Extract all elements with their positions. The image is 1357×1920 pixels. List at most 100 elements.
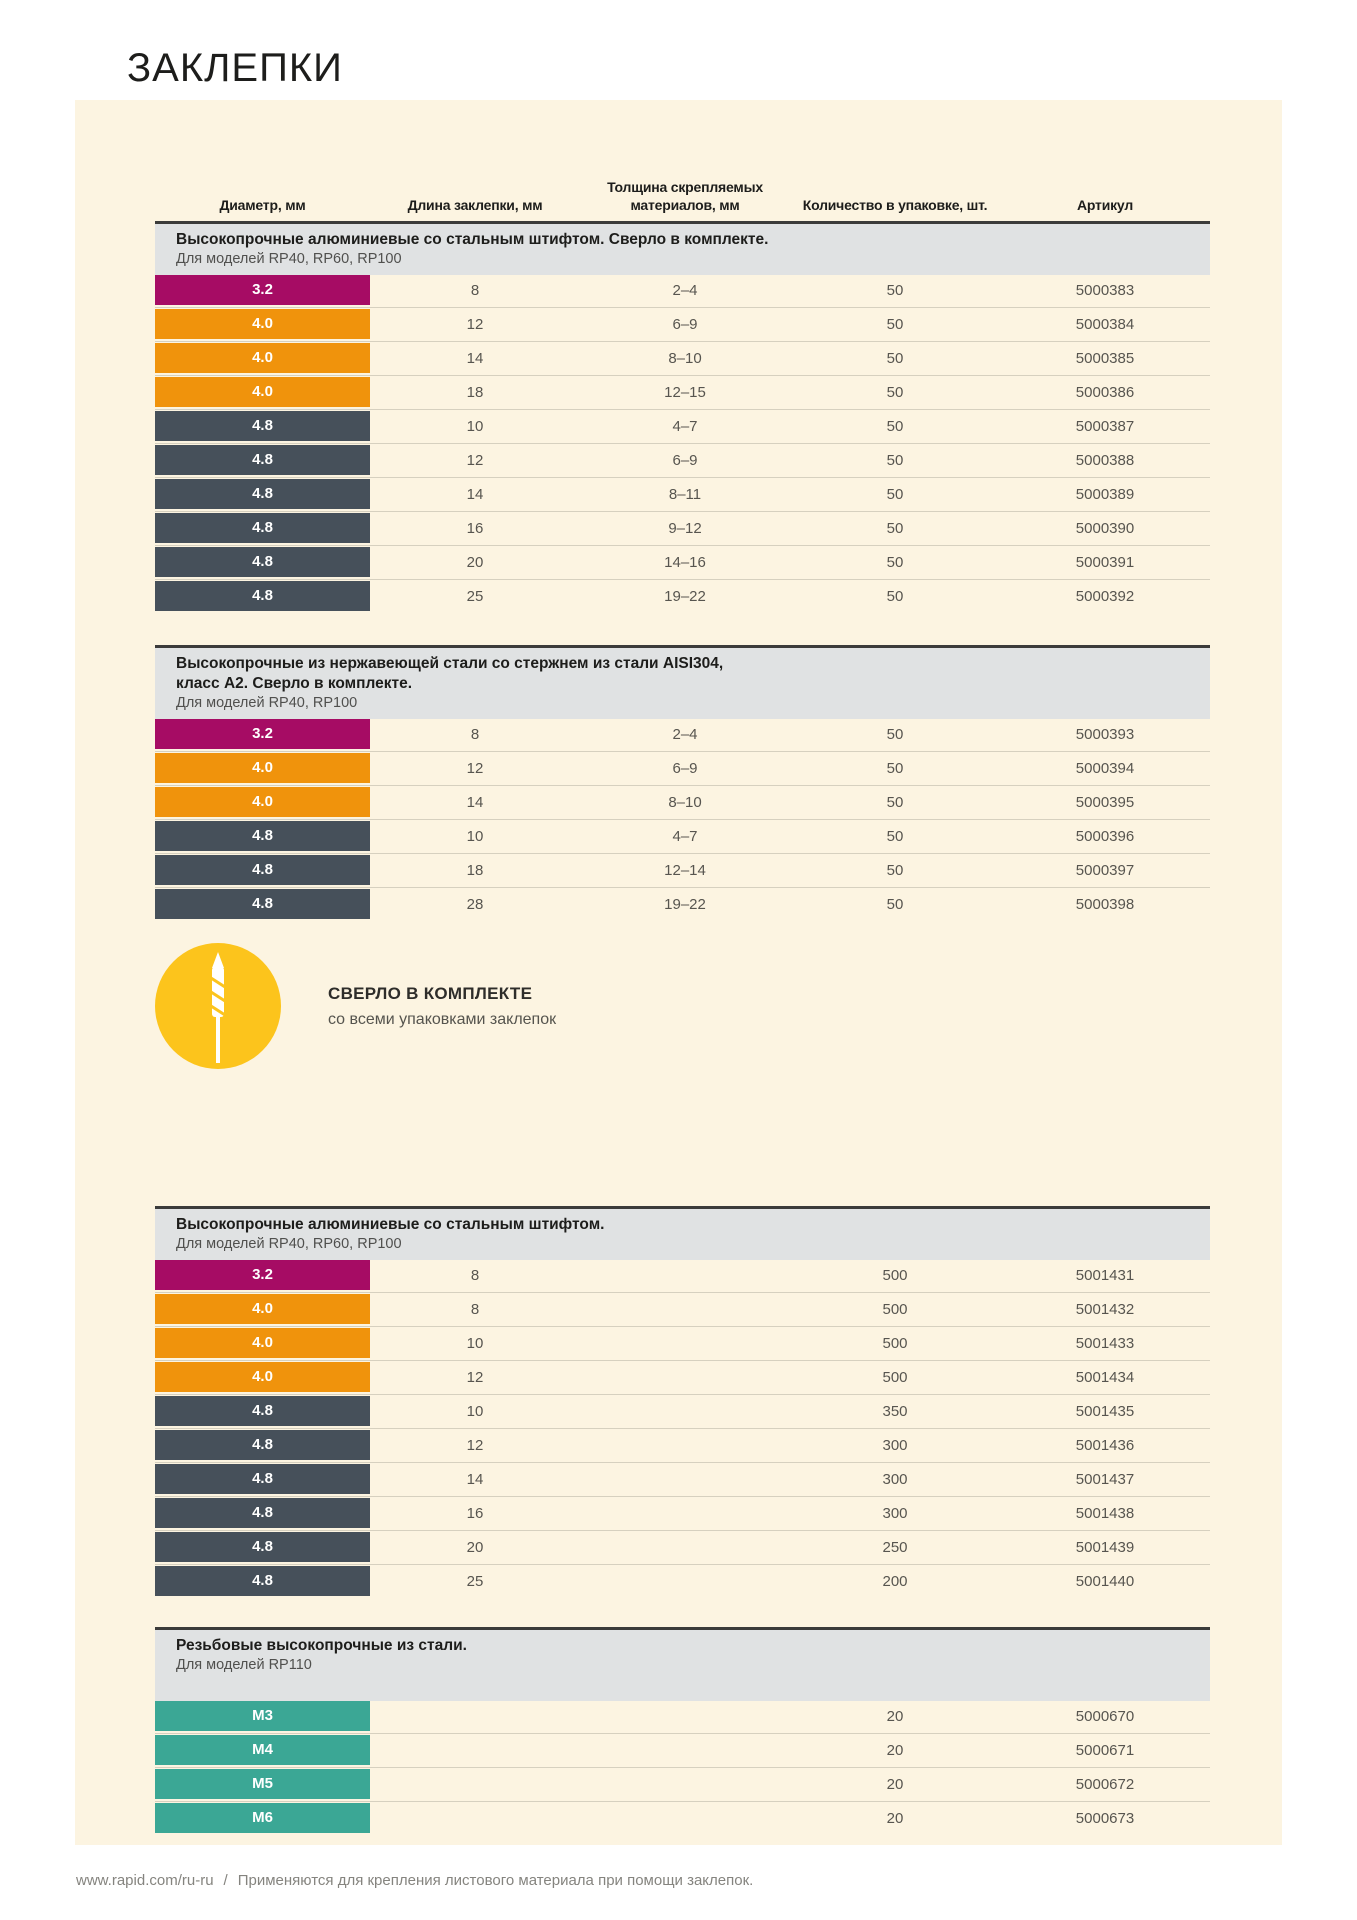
drill-badge-text: СВЕРЛО В КОМПЛЕКТЕ со всеми упаковками з… [328,984,556,1029]
drill-badge-subtitle: со всеми упаковками заклепок [328,1010,557,1028]
section-subtitle: Для моделей RP110 [176,1657,312,1673]
length-cell: 25 [466,588,484,605]
page-title: ЗАКЛЕПКИ [127,46,343,90]
diameter-cell: 4.8 [155,445,370,475]
sku-cell: 5000386 [1075,384,1135,401]
quantity-cell: 50 [886,760,904,777]
diameter-cell: 4.8 [155,1430,370,1460]
sku-cell: 5001440 [1075,1573,1135,1590]
sku-cell: 5001439 [1075,1539,1135,1556]
length-cell: 12 [466,452,484,469]
table-section: Высокопрочные алюминиевые со стальным шт… [155,1206,1210,1600]
thickness-cell [580,1362,790,1396]
diameter-cell: 4.8 [155,1498,370,1528]
column-header: Длина заклепки, мм [407,197,543,213]
table-row: 4.8 10 350 5001435 [155,1396,1210,1430]
table-row: 4.8 16 9–12 50 5000390 [155,513,1210,547]
section-title-line: Высокопрочные из нержавеющей стали со ст… [176,655,724,672]
thickness-cell: 14–16 [664,554,706,571]
quantity-cell: 50 [886,862,904,879]
table-row: 4.8 10 4–7 50 5000396 [155,821,1210,855]
footer-separator: / [223,1872,228,1889]
section-title-line: Резьбовые высокопрочные из стали. [176,1637,467,1654]
quantity-cell: 20 [886,1742,904,1759]
thickness-cell: 6–9 [672,452,698,469]
table-row: 4.8 14 8–11 50 5000389 [155,479,1210,513]
thickness-cell: 19–22 [664,588,706,605]
catalog-panel: Диаметр, мм Длина заклепки, мм Толщина скр… [75,100,1282,1845]
quantity-cell: 50 [886,896,904,913]
table-row: 4.8 12 6–9 50 5000388 [155,445,1210,479]
sku-cell: 5000389 [1075,486,1135,503]
quantity-cell: 50 [886,520,904,537]
thickness-cell [580,1396,790,1430]
length-cell: 10 [466,418,484,435]
table-row: 4.0 18 12–15 50 5000386 [155,377,1210,411]
section-header: Высокопрочные алюминиевые со стальным шт… [155,1209,1210,1260]
table-row: 4.8 25 200 5001440 [155,1566,1210,1600]
length-cell: 16 [466,520,484,537]
quantity-cell: 300 [882,1505,908,1522]
diameter-cell: M4 [155,1735,370,1765]
length-cell [370,1735,580,1769]
sku-cell: 5000396 [1075,828,1135,845]
thickness-cell: 8–10 [668,794,702,811]
sku-cell: 5000671 [1075,1742,1135,1759]
table-row: 4.0 12 6–9 50 5000394 [155,753,1210,787]
sku-cell: 5000672 [1075,1776,1135,1793]
quantity-cell: 300 [882,1471,908,1488]
thickness-cell: 2–4 [672,282,698,299]
table-row: 3.2 8 500 5001431 [155,1260,1210,1294]
diameter-cell: 4.0 [155,377,370,407]
section-subtitle: Для моделей RP40, RP100 [176,695,358,711]
diameter-cell: 4.0 [155,1362,370,1392]
length-cell: 10 [466,1335,484,1352]
sku-cell: 5000395 [1075,794,1135,811]
diameter-cell: 4.0 [155,1294,370,1324]
diameter-cell: M3 [155,1701,370,1731]
sku-cell: 5000391 [1075,554,1135,571]
quantity-cell: 50 [886,588,904,605]
footer-url: www.rapid.com/ru-ru [76,1872,214,1889]
table-section: Высокопрочные алюминиевые со стальным шт… [155,221,1210,615]
quantity-cell: 50 [886,384,904,401]
section-title-line: класс А2. Сверло в комплекте. [176,675,413,692]
diameter-cell: 3.2 [155,719,370,749]
thickness-cell: 6–9 [672,316,698,333]
quantity-cell: 50 [886,828,904,845]
length-cell: 16 [466,1505,484,1522]
sku-cell: 5001437 [1075,1471,1135,1488]
quantity-cell: 300 [882,1437,908,1454]
thickness-cell [580,1260,790,1294]
table-row: 4.8 16 300 5001438 [155,1498,1210,1532]
diameter-cell: 3.2 [155,275,370,305]
sku-cell: 5000673 [1075,1810,1135,1827]
column-header: Толщина скрепляемых материалов, мм [607,179,763,213]
section-header: Высокопрочные алюминиевые со стальным шт… [155,224,1210,275]
section-header: Резьбовые высокопрочные из стали. Для мод… [155,1630,1210,1701]
sku-cell: 5001438 [1075,1505,1135,1522]
column-header: Количество в упаковке, шт. [802,197,988,213]
length-cell: 25 [466,1573,484,1590]
thickness-cell: 9–12 [668,520,702,537]
thickness-cell: 12–14 [664,862,706,879]
quantity-cell: 50 [886,282,904,299]
diameter-cell: 4.8 [155,513,370,543]
sku-cell: 5001436 [1075,1437,1135,1454]
thickness-cell [580,1430,790,1464]
sku-cell: 5000383 [1075,282,1135,299]
length-cell: 12 [466,1437,484,1454]
length-cell: 8 [470,282,480,299]
table-row: 4.8 18 12–14 50 5000397 [155,855,1210,889]
table-row: 4.0 12 500 5001434 [155,1362,1210,1396]
sku-cell: 5000390 [1075,520,1135,537]
drill-bit-icon [155,943,281,1069]
quantity-cell: 50 [886,486,904,503]
drill-included-badge: СВЕРЛО В КОМПЛЕКТЕ со всеми упаковками з… [155,943,1210,1069]
thickness-cell: 4–7 [672,828,698,845]
length-cell: 10 [466,828,484,845]
sku-cell: 5001432 [1075,1301,1135,1318]
diameter-cell: 4.8 [155,889,370,919]
diameter-cell: 4.0 [155,343,370,373]
diameter-cell: 4.8 [155,547,370,577]
